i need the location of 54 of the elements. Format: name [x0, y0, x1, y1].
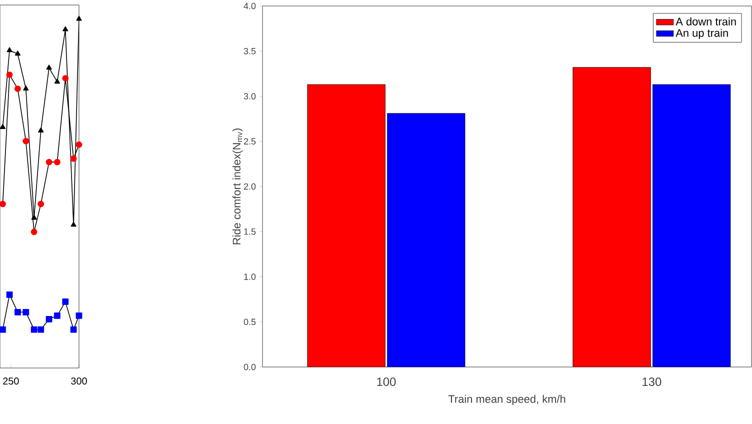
y-tick-label: 2.0 — [244, 183, 256, 190]
point — [6, 47, 12, 52]
point — [30, 326, 38, 333]
point — [38, 326, 44, 333]
point — [54, 78, 60, 84]
y-tick-label: 3.0 — [244, 93, 256, 100]
bar — [652, 84, 731, 367]
y-tick-label: 1.5 — [244, 228, 256, 235]
x-tick-label: 100 — [377, 378, 396, 386]
point — [46, 316, 52, 322]
point — [62, 298, 69, 305]
y-tick-label: 4.0 — [244, 2, 256, 10]
y-tick-label: 0.0 — [244, 364, 256, 370]
bar — [307, 84, 386, 367]
point — [76, 141, 82, 148]
point — [46, 158, 52, 166]
point — [22, 308, 30, 316]
point — [70, 326, 77, 333]
x-axis-title: Train mean speed, km/h — [448, 394, 566, 406]
point — [23, 86, 29, 91]
x-tick-label: 300 — [71, 378, 87, 385]
bar — [387, 113, 466, 367]
point — [46, 64, 52, 70]
y-tick-label: 0.5 — [244, 318, 256, 326]
y-tick-label: 1.0 — [244, 274, 256, 280]
point — [0, 326, 6, 333]
y-axis-title: Ride comfort index(N$_{mv}$) — [232, 128, 243, 244]
x-tick-label: 130 — [642, 378, 662, 386]
point — [14, 86, 21, 92]
point — [14, 308, 21, 316]
bar — [572, 67, 651, 367]
legend-label: An up train — [676, 28, 728, 40]
point — [0, 200, 6, 208]
point — [0, 124, 6, 129]
y-tick-label: 3.5 — [244, 48, 256, 54]
legend-label: A down train — [676, 17, 736, 26]
point — [14, 50, 21, 56]
point — [22, 138, 30, 144]
point — [70, 155, 77, 162]
y-tick-label: 2.5 — [244, 138, 256, 145]
point — [62, 75, 69, 82]
point — [38, 127, 44, 132]
point — [38, 200, 44, 208]
point — [6, 292, 13, 298]
point — [76, 16, 82, 21]
point — [70, 222, 76, 227]
point — [30, 228, 38, 236]
point — [54, 158, 60, 166]
point — [54, 312, 60, 319]
point — [31, 214, 37, 220]
x-tick-label: 250 — [3, 378, 19, 385]
point — [6, 72, 13, 78]
point — [76, 312, 82, 319]
point — [62, 26, 68, 32]
